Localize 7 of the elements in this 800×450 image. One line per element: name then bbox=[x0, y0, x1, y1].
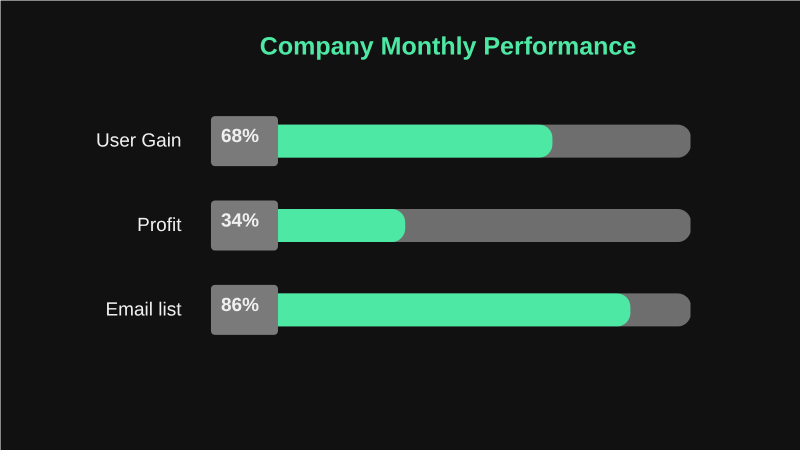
y-tick-label: User Gain bbox=[96, 130, 182, 152]
y-tick-label: Profit bbox=[137, 215, 182, 236]
data-label: 86% bbox=[220, 294, 260, 316]
data-label: 68% bbox=[220, 126, 260, 148]
y-tick-label: Email list bbox=[105, 299, 182, 320]
chart-title: Company Monthly Performance bbox=[260, 32, 636, 60]
data-label: 34% bbox=[220, 210, 260, 232]
